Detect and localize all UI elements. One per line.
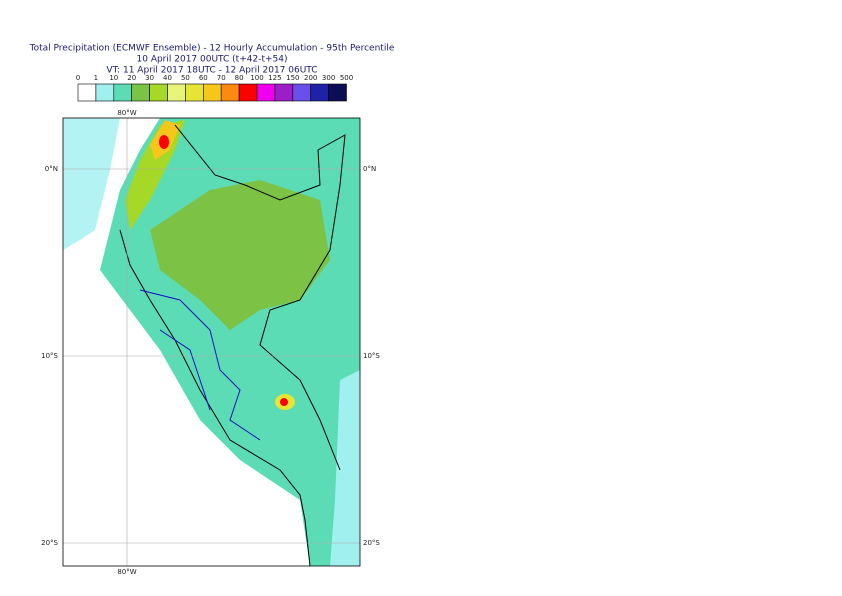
- valid-time: VT: 11 April 2017 18UTC - 12 April 2017 …: [106, 66, 317, 76]
- legend-label: 60: [199, 74, 208, 82]
- legend-label: 100: [250, 74, 263, 82]
- south-peak-core: [280, 398, 288, 406]
- legend-swatch: [310, 83, 329, 102]
- south-light: [330, 370, 360, 566]
- legend-swatch: [113, 83, 133, 102]
- axis-labels: 80°W 80°W 0°N 10°S 20°S 0°N 10°S 20°S: [41, 109, 380, 576]
- lat-label: 0°N: [45, 165, 58, 173]
- legend-swatch: [185, 83, 204, 102]
- lat-label: 20°S: [41, 539, 58, 547]
- lon-label: 80°W: [117, 109, 136, 117]
- legend-label: 500: [340, 74, 353, 82]
- legend-swatch: [131, 83, 150, 102]
- borders: [119, 124, 346, 567]
- legend-swatch: [256, 83, 276, 102]
- subtitle: 10 April 2017 00UTC (t+42-t+54): [137, 55, 288, 65]
- legend-label: 20: [127, 74, 136, 82]
- legend-label: 1: [94, 74, 98, 82]
- legend-label: 200: [304, 74, 317, 82]
- legend-label: 150: [286, 74, 299, 82]
- legend-label: 70: [217, 74, 226, 82]
- ocean-rain: [63, 118, 120, 250]
- legend-swatch: [328, 83, 347, 102]
- legend-swatch: [167, 83, 186, 102]
- legend-label: 30: [145, 74, 154, 82]
- regions: [139, 289, 261, 441]
- green-zone: [150, 180, 330, 330]
- legend-swatch: [77, 83, 97, 102]
- title: Total Precipitation (ECMWF Ensemble) - 1…: [29, 44, 395, 54]
- legend-label: 40: [163, 74, 172, 82]
- legend: 0 1 10 20 30 40 50 60 70 80 100 125 150 200 300 500: [76, 74, 353, 102]
- legend-swatch: [274, 83, 294, 102]
- title-block: Total Precipitation (ECMWF Ensemble) - 1…: [29, 44, 395, 76]
- legend-swatch: [292, 83, 311, 102]
- lat-label: 10°S: [363, 352, 380, 360]
- legend-swatch: [238, 83, 258, 102]
- legend-label: 300: [322, 74, 335, 82]
- peak: [159, 135, 169, 149]
- legend-swatch: [95, 83, 115, 102]
- legend-label: 10: [109, 74, 118, 82]
- legend-swatch: [149, 83, 168, 102]
- legend-swatch: [203, 83, 222, 102]
- lat-label: 20°S: [363, 539, 380, 547]
- lon-label: 80°W: [117, 568, 136, 576]
- legend-label: 125: [268, 74, 281, 82]
- legend-label: 80: [235, 74, 244, 82]
- ocean-white: [63, 118, 310, 566]
- lat-label: 0°N: [363, 165, 376, 173]
- frame: [62, 117, 361, 567]
- legend-swatch: [220, 83, 240, 102]
- legend-label: 0: [76, 74, 80, 82]
- lat-label: 10°S: [41, 352, 58, 360]
- map-area: [62, 117, 361, 567]
- legend-label: 50: [181, 74, 190, 82]
